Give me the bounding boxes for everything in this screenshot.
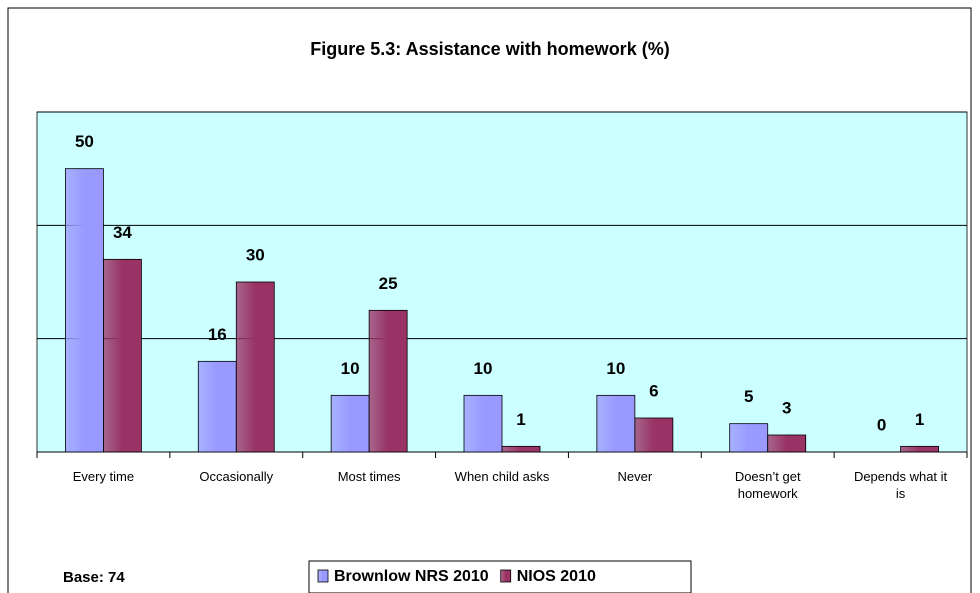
bar bbox=[103, 258, 142, 453]
x-tick-label: Depends what it is bbox=[853, 469, 948, 501]
data-label: 1 bbox=[516, 410, 525, 429]
legend-label: Brownlow NRS 2010 bbox=[334, 568, 489, 585]
bar bbox=[900, 445, 939, 453]
bar bbox=[235, 281, 275, 453]
data-label: 0 bbox=[877, 415, 886, 434]
data-label: 50 bbox=[75, 132, 94, 151]
annotation: Base: 74 bbox=[63, 569, 125, 586]
x-tick-label: Never bbox=[617, 469, 653, 484]
x-tick-label: Doesn’t get homework bbox=[734, 469, 801, 501]
bar bbox=[729, 423, 769, 453]
data-label: 10 bbox=[474, 359, 493, 378]
x-tick-label: When child asks bbox=[454, 469, 550, 484]
data-label: 25 bbox=[379, 274, 398, 293]
legend-swatch bbox=[317, 569, 329, 583]
bar bbox=[463, 394, 503, 453]
data-label: 34 bbox=[113, 223, 132, 242]
data-label: 5 bbox=[744, 387, 753, 406]
bar bbox=[634, 417, 674, 453]
data-label: 3 bbox=[782, 398, 791, 417]
legend-label: NIOS 2010 bbox=[517, 568, 596, 585]
legend-box bbox=[308, 560, 692, 593]
x-tick-label: Occasionally bbox=[199, 469, 274, 484]
data-label: 16 bbox=[208, 325, 227, 344]
data-label: 1 bbox=[915, 410, 924, 429]
bar bbox=[65, 168, 104, 453]
data-label: 10 bbox=[341, 359, 360, 378]
bar bbox=[767, 434, 807, 453]
x-tick-label: Most times bbox=[337, 469, 401, 484]
data-label: 30 bbox=[246, 245, 265, 264]
bar bbox=[596, 394, 636, 453]
bar bbox=[197, 360, 237, 453]
bar bbox=[501, 445, 541, 453]
bar bbox=[330, 394, 370, 453]
legend: Brownlow NRS 2010 NIOS 2010 bbox=[308, 560, 692, 593]
data-label: 6 bbox=[649, 381, 658, 400]
legend-swatch bbox=[500, 569, 512, 583]
bar bbox=[368, 309, 408, 453]
chart-title: Figure 5.3: Assistance with homework (%) bbox=[310, 39, 669, 59]
x-tick-label: Every time bbox=[72, 469, 135, 484]
data-label: 10 bbox=[606, 359, 625, 378]
